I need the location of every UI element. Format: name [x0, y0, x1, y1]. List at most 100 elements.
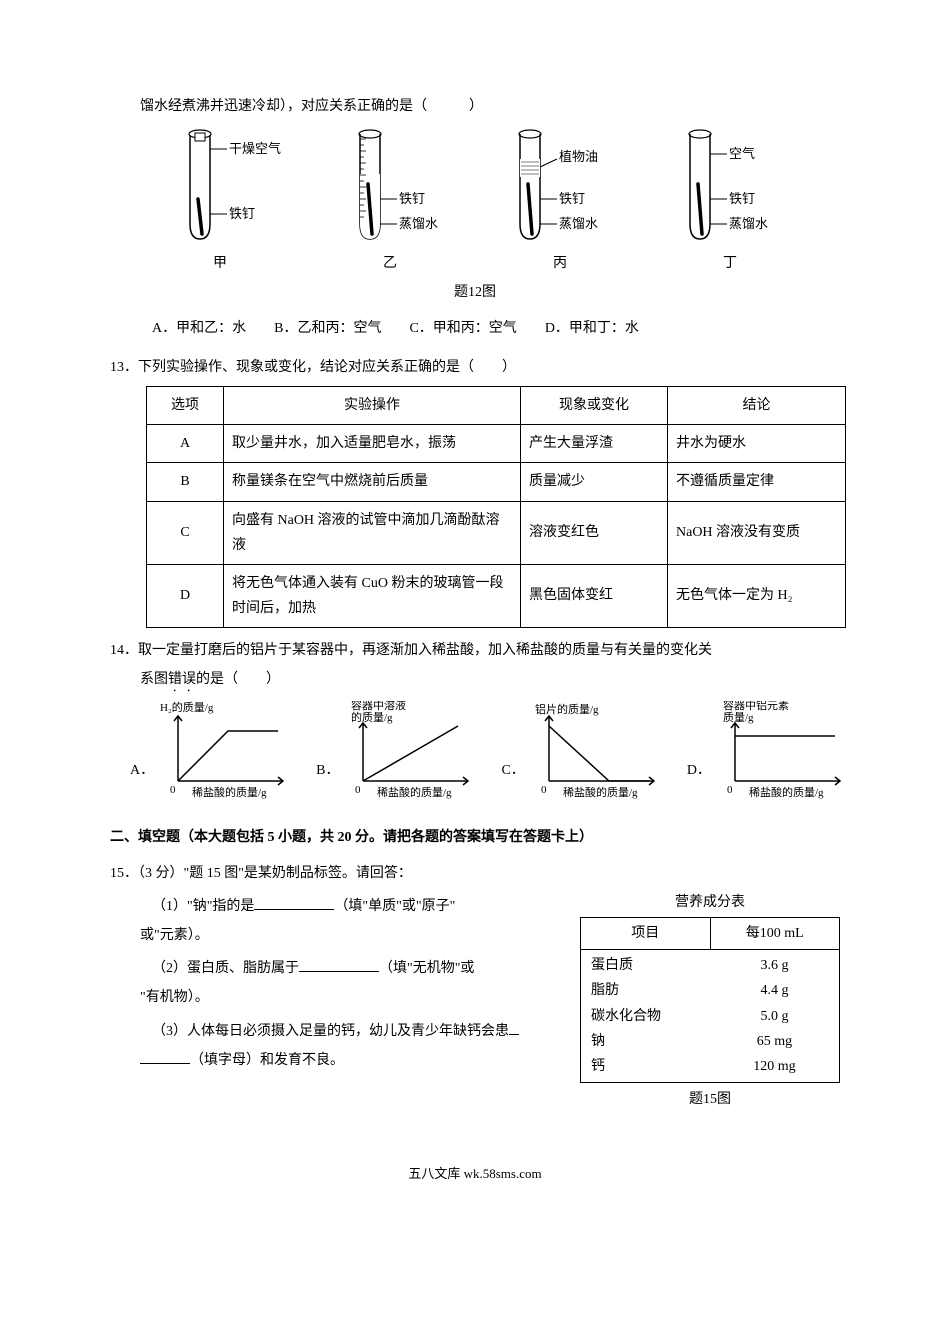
table-row: B 称量镁条在空气中燃烧前后质量 质量减少 不遵循质量定律	[147, 463, 846, 501]
cell: A	[147, 425, 224, 463]
origin: 0	[170, 784, 176, 796]
v: 钙	[591, 1054, 700, 1079]
tube-bing: 植物油 铁钉 蒸馏水 丙	[495, 129, 625, 276]
q15-p3a: （3）人体每日必须摄入足量的钙，幼儿及青少年缺钙会患	[152, 1024, 509, 1039]
origin: 0	[727, 784, 733, 796]
q15-left: （1）"钠"指的是（填"单质"或"原子" 或"元素）。 （2）蛋白质、脂肪属于（…	[110, 890, 560, 1077]
table-row: D 将无色气体通入装有 CuO 粉末的玻璃管一段时间后，加热 黑色固体变红 无色…	[147, 564, 846, 627]
label: 植物油	[559, 149, 598, 164]
page-footer: 五八文库 wk.58sms.com	[110, 1162, 840, 1185]
table-row: C 向盛有 NaOH 溶液的试管中滴加几滴酚酞溶液 溶液变红色 NaOH 溶液没…	[147, 501, 846, 564]
ylabel: H₂的质量/g	[160, 701, 214, 714]
q14-stem-b1: 系图	[140, 672, 168, 687]
cell: 向盛有 NaOH 溶液的试管中滴加几滴酚酞溶液	[224, 501, 521, 564]
cell: 蛋白质 脂肪 碳水化合物 钠 钙	[581, 950, 711, 1083]
cell: 将无色气体通入装有 CuO 粉末的玻璃管一段时间后，加热	[224, 564, 521, 627]
chart-a-svg: H₂的质量/g 0 稀盐酸的质量/g	[158, 701, 298, 811]
q15-p2b: （填"无机物"或	[379, 961, 474, 976]
label: 铁钉	[229, 206, 255, 221]
q12-stem: 馏水经煮沸并迅速冷却），对应关系正确的是（ ）	[110, 94, 840, 119]
xlabel: 稀盐酸的质量/g	[563, 785, 638, 799]
nutrition-box: 营养成分表 项目 每100 mL 蛋白质 脂肪 碳水化合物 钠 钙 3.6 g	[580, 890, 840, 1113]
q12-opt-c: C．甲和丙：空气	[409, 316, 516, 341]
q15-p2c: "有机物）。	[110, 985, 560, 1010]
q15-body: （1）"钠"指的是（填"单质"或"原子" 或"元素）。 （2）蛋白质、脂肪属于（…	[110, 890, 840, 1113]
v: 4.4 g	[720, 978, 829, 1003]
caption: 乙	[383, 251, 397, 276]
q15-p3: （3）人体每日必须摄入足量的钙，幼儿及青少年缺钙会患	[110, 1019, 560, 1044]
table-row: 蛋白质 脂肪 碳水化合物 钠 钙 3.6 g 4.4 g 5.0 g 65 mg…	[581, 950, 840, 1083]
table-row: A 取少量井水，加入适量肥皂水，振荡 产生大量浮渣 井水为硬水	[147, 425, 846, 463]
q14-stem-a: 14．取一定量打磨后的铝片于某容器中，再逐渐加入稀盐酸，加入稀盐酸的质量与有关量…	[110, 638, 840, 663]
chart-letter: B．	[316, 758, 339, 811]
cell: 井水为硬水	[668, 425, 846, 463]
cell: C	[147, 501, 224, 564]
ylabel2: 质量/g	[723, 711, 754, 724]
caption: 丙	[553, 251, 567, 276]
label: 铁钉	[729, 191, 755, 206]
q12-opt-d: D．甲和丁：水	[545, 316, 639, 341]
th-conclusion: 结论	[668, 386, 846, 424]
v: 碳水化合物	[591, 1004, 700, 1029]
v: 65 mg	[720, 1029, 829, 1054]
table-header-row: 项目 每100 mL	[581, 918, 840, 950]
th: 每100 mL	[710, 918, 840, 950]
cell: B	[147, 463, 224, 501]
tube-ding: 空气 铁钉 蒸馏水 丁	[665, 129, 795, 276]
blank	[254, 895, 334, 910]
label: 蒸馏水	[559, 216, 598, 231]
cell: 黑色固体变红	[521, 564, 668, 627]
nutrition-caption: 题15图	[580, 1087, 840, 1112]
q15-p3b-line: （填字母）和发育不良。	[110, 1048, 560, 1073]
tube-ding-svg: 空气 铁钉 蒸馏水	[665, 129, 795, 249]
label: 铁钉	[399, 191, 425, 206]
label: 空气	[729, 146, 755, 161]
q15-p1a: （1）"钠"指的是	[152, 899, 254, 914]
q15-p1: （1）"钠"指的是 （填"单质"或"原子"	[110, 894, 560, 919]
nutrition-title: 营养成分表	[580, 890, 840, 915]
tube-jia: 干燥空气 铁钉 甲	[155, 129, 285, 276]
ylabel2: 的质量/g	[351, 710, 393, 724]
q15-p2a: （2）蛋白质、脂肪属于	[152, 961, 299, 976]
label: 铁钉	[559, 191, 585, 206]
xlabel: 稀盐酸的质量/g	[377, 785, 452, 799]
chart-c-svg: 铝片的质量/g 0 稀盐酸的质量/g	[529, 701, 669, 811]
chart-letter: A．	[130, 758, 154, 811]
origin: 0	[541, 784, 547, 796]
q15-p3b: （填字母）和发育不良。	[190, 1053, 344, 1068]
origin: 0	[355, 784, 361, 796]
label: 干燥空气	[229, 141, 281, 156]
cell: 溶液变红色	[521, 501, 668, 564]
cell: 不遵循质量定律	[668, 463, 846, 501]
q13-table: 选项 实验操作 现象或变化 结论 A 取少量井水，加入适量肥皂水，振荡 产生大量…	[146, 386, 846, 628]
chart-d-svg: 容器中铝元素 质量/g 0 稀盐酸的质量/g	[715, 701, 855, 811]
label: 蒸馏水	[399, 216, 438, 231]
cell: D	[147, 564, 224, 627]
tube-bing-svg: 植物油 铁钉 蒸馏水	[495, 129, 625, 249]
ylabel1: 容器中溶液	[351, 701, 406, 712]
q14-stem-b2: 的是（ ）	[196, 672, 280, 687]
q14-emph: 错误	[168, 672, 196, 687]
chart-c: C． 铝片的质量/g 0 稀盐酸的质量/g	[501, 701, 668, 811]
chart-b: B． 容器中溶液 的质量/g 0 稀盐酸的质量/g	[316, 701, 483, 811]
blank	[509, 1020, 519, 1035]
chart-letter: C．	[501, 758, 524, 811]
v: 蛋白质	[591, 953, 700, 978]
table-header-row: 选项 实验操作 现象或变化 结论	[147, 386, 846, 424]
blank	[299, 957, 379, 972]
th-option: 选项	[147, 386, 224, 424]
q14-charts: A． H₂的质量/g 0 稀盐酸的质量/g B． 容器中溶液 的质量/g	[130, 701, 840, 811]
v: 5.0 g	[720, 1004, 829, 1029]
ylabel1: 容器中铝元素	[723, 701, 789, 712]
q15-p2: （2）蛋白质、脂肪属于 （填"无机物"或	[110, 956, 560, 981]
chart-d: D． 容器中铝元素 质量/g 0 稀盐酸的质量/g	[687, 701, 855, 811]
th: 项目	[581, 918, 711, 950]
q15-p1b: （填"单质"或"原子"	[334, 899, 455, 914]
q12-diagram-row: 干燥空气 铁钉 甲	[110, 129, 840, 276]
xlabel: 稀盐酸的质量/g	[192, 785, 267, 799]
cell: 产生大量浮渣	[521, 425, 668, 463]
th-operation: 实验操作	[224, 386, 521, 424]
cell: 3.6 g 4.4 g 5.0 g 65 mg 120 mg	[710, 950, 840, 1083]
caption: 甲	[213, 251, 227, 276]
th-phenomenon: 现象或变化	[521, 386, 668, 424]
